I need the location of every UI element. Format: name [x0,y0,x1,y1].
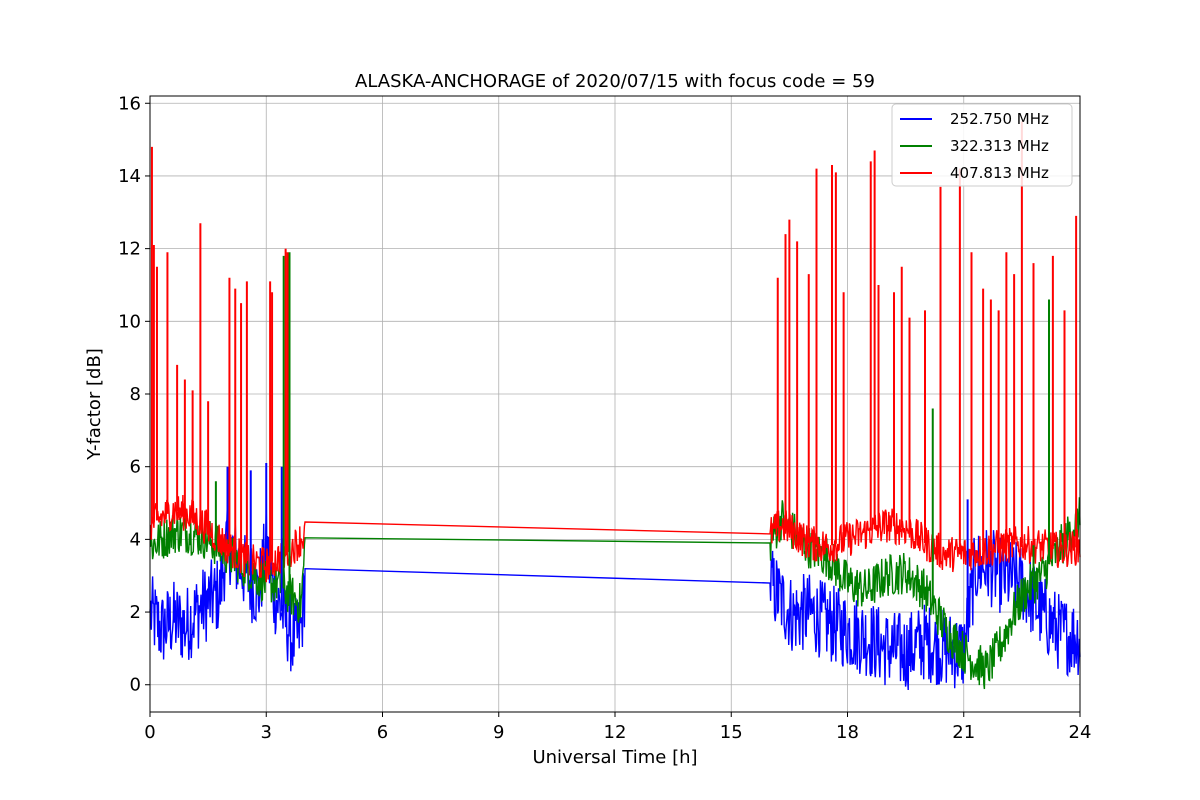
y-tick-label: 2 [130,602,141,623]
x-tick-label: 9 [493,722,504,743]
series-2 [149,494,1081,583]
x-tick-label: 6 [377,722,388,743]
x-tick-label: 24 [1069,722,1092,743]
y-tick-label: 12 [118,239,141,260]
y-tick-label: 0 [130,675,141,696]
legend-box [891,103,1073,187]
chart-title: ALASKA-ANCHORAGE of 2020/07/15 with focu… [355,71,875,92]
y-tick-label: 6 [130,457,141,478]
x-tick-label: 12 [604,722,627,743]
x-tick-label: 18 [836,722,859,743]
x-tick-label: 15 [720,722,743,743]
legend-label: 322.313 MHz [950,137,1049,155]
series-layer [149,121,1081,691]
x-tick-label: 3 [261,722,272,743]
x-tick-label: 0 [144,722,155,743]
y-tick-label: 8 [130,384,141,405]
y-tick-label: 16 [118,93,141,114]
y-tick-label: 14 [118,166,141,187]
legend-label: 252.750 MHz [950,110,1049,128]
legend-label: 407.813 MHz [950,164,1049,182]
legend: 252.750 MHz 322.313 MHz 407.813 MHz [891,103,1073,187]
x-tick-label: 21 [952,722,975,743]
x-axis-label: Universal Time [h] [532,747,697,768]
y-tick-label: 10 [118,311,141,332]
y-tick-label: 4 [130,529,141,550]
y-axis-label: Y-factor [dB] [84,348,105,461]
series-line [149,494,1081,583]
